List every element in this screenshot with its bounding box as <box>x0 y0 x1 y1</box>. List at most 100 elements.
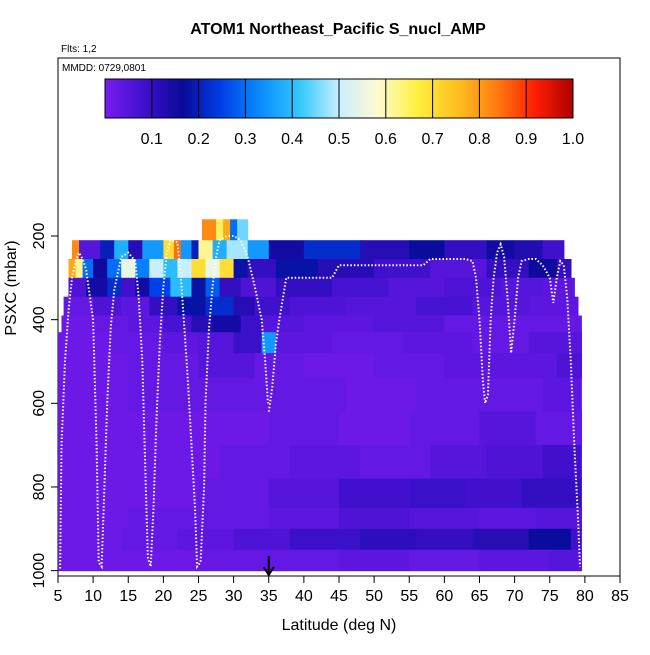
heatmap-cell <box>268 549 340 572</box>
y-axis-label: PSXC (mbar) <box>3 240 20 335</box>
y-tick-label: 400 <box>31 306 48 333</box>
heatmap-cell <box>198 549 270 572</box>
heatmap-cell <box>219 277 242 298</box>
plot-area: MMDD: 0729,0801 <box>57 57 621 577</box>
heatmap-cell <box>230 219 238 241</box>
heatmap-cell <box>68 277 87 298</box>
heatmap-cell <box>173 240 182 260</box>
heatmap-cell <box>339 411 410 446</box>
heatmap-cell <box>177 528 235 551</box>
heatmap-cell <box>58 478 129 509</box>
heatmap-cell <box>191 315 214 333</box>
heatmap-cell <box>163 315 193 333</box>
heatmap-cell <box>444 315 516 333</box>
heatmap-cell <box>514 315 582 333</box>
x-tick-label: 20 <box>154 588 172 605</box>
heatmap-cell <box>275 277 333 298</box>
heatmap-cell <box>535 507 582 530</box>
heatmap-cell <box>275 332 333 354</box>
heatmap-cell <box>416 296 474 317</box>
heatmap-cell <box>219 445 291 480</box>
heatmap-cell <box>409 478 467 509</box>
heatmap-cell <box>402 332 473 354</box>
x-tick-label: 60 <box>435 588 453 605</box>
heatmap-cell <box>268 378 347 413</box>
heatmap-cell <box>472 528 530 551</box>
heatmap-cell <box>121 296 150 317</box>
heatmap-cell <box>479 411 537 446</box>
heatmap-cell <box>247 259 277 279</box>
heatmap-cell <box>198 478 270 509</box>
x-tick-label: 70 <box>506 588 524 605</box>
heatmap-cell <box>303 353 375 379</box>
heatmap-cell <box>216 219 224 241</box>
heatmap-cell <box>219 259 235 279</box>
heatmap-cell <box>430 259 488 279</box>
heatmap-cell <box>63 296 94 317</box>
heatmap-cell <box>61 315 94 333</box>
heatmap-cell <box>198 411 270 446</box>
heatmap-cell <box>212 240 228 260</box>
flights-label: Flts: 1,2 <box>61 44 97 55</box>
heatmap-cell <box>128 240 143 260</box>
heatmap-cell <box>479 549 551 572</box>
heatmap-cell <box>128 378 207 413</box>
heatmap-cell <box>360 445 431 480</box>
heatmap-cell <box>198 507 270 530</box>
heatmap-cell <box>360 240 410 260</box>
x-tick-label: 55 <box>400 588 418 605</box>
y-tick-label: 800 <box>31 474 48 501</box>
heatmap-cell <box>332 332 403 354</box>
heatmap-cell <box>240 315 263 333</box>
heatmap-cell <box>107 277 122 298</box>
x-tick-label: 30 <box>225 588 243 605</box>
heatmap-cell <box>135 259 150 279</box>
heatmap-cell <box>72 240 80 260</box>
x-axis-label: Latitude (deg N) <box>282 617 397 634</box>
heatmap-cell <box>486 259 530 279</box>
heatmap-cell <box>339 478 410 509</box>
heatmap-cell <box>479 507 537 530</box>
heatmap-cell <box>486 240 516 260</box>
heatmap-cell <box>128 507 200 530</box>
chart-title: ATOM1 Northeast_Pacific S_nucl_AMP <box>190 21 486 38</box>
heatmap-cell <box>346 378 417 413</box>
heatmap-cell <box>191 259 207 279</box>
heatmap-cell <box>472 296 530 317</box>
heatmap-cell <box>289 445 361 480</box>
colorbar-tick-label: 0.2 <box>187 131 209 148</box>
heatmap-cell <box>339 507 410 530</box>
x-axis: 5 10 15 20 25 30 35 40 45 50 55 60 65 70 75 80 85 <box>54 576 629 605</box>
heatmap-cell <box>416 528 474 551</box>
x-tick-label: 80 <box>576 588 594 605</box>
heatmap-cell <box>93 296 122 317</box>
heatmap-cell <box>528 332 582 354</box>
heatmap-cell <box>303 240 361 260</box>
heatmap-cell <box>205 259 221 279</box>
heatmap-cell <box>86 277 108 298</box>
colorbar-ticks: 0.1 0.2 0.3 0.4 0.5 0.6 0.7 0.8 0.9 1.0 <box>141 79 584 148</box>
y-tick-label: 600 <box>31 390 48 417</box>
heatmap-cell <box>521 478 582 509</box>
heatmap-cell <box>58 549 129 572</box>
heatmap-cell <box>149 277 171 298</box>
heatmap-cell <box>556 353 582 379</box>
heatmap-cell <box>444 353 502 379</box>
heatmap-cell <box>198 353 256 379</box>
heatmap-cell <box>128 549 200 572</box>
heatmap-cell <box>107 332 164 354</box>
heatmap-cell <box>528 259 558 279</box>
heatmap-cell <box>409 549 481 572</box>
heatmap-cell <box>500 353 558 379</box>
heatmap-cell <box>268 411 340 446</box>
heatmap-cell <box>409 411 481 446</box>
heatmap-cell <box>128 315 164 333</box>
heatmap-cell <box>212 315 242 333</box>
heatmap-cell <box>261 315 305 333</box>
heatmap-cell <box>142 240 164 260</box>
x-tick-label: 85 <box>611 588 629 605</box>
heatmap-cell <box>549 549 582 572</box>
heatmap-cell <box>237 219 249 241</box>
heatmap-cell <box>556 259 572 279</box>
heatmap-cell <box>223 219 231 241</box>
